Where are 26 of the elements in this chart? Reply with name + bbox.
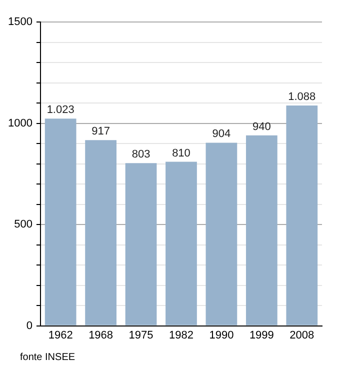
x-tick-label: 1982 xyxy=(168,329,194,342)
data-label: 917 xyxy=(92,126,110,138)
data-label: 1.023 xyxy=(46,104,74,116)
bar xyxy=(286,105,318,326)
y-tick-label: 1500 xyxy=(8,16,32,28)
y-tick-label: 0 xyxy=(26,320,32,332)
x-tick-label: 1999 xyxy=(249,329,274,342)
source-note: fonte INSEE xyxy=(20,352,76,363)
data-label: 1.088 xyxy=(288,90,316,103)
y-tick-label: 500 xyxy=(14,218,32,231)
x-tick-label: 1962 xyxy=(48,329,73,342)
data-label: 940 xyxy=(252,120,271,133)
data-label: 810 xyxy=(172,147,190,160)
bar xyxy=(246,135,278,326)
bar xyxy=(125,163,157,326)
bar xyxy=(85,140,116,326)
x-tick-label: 1968 xyxy=(88,329,114,342)
y-tick-label: 1000 xyxy=(8,117,32,130)
bar xyxy=(44,118,76,326)
data-label: 803 xyxy=(132,148,150,161)
x-tick-label: 1975 xyxy=(128,329,154,342)
bar xyxy=(206,142,238,326)
bar xyxy=(166,162,197,326)
x-tick-label: 2008 xyxy=(290,329,314,342)
data-label: 904 xyxy=(212,128,231,140)
x-tick-label: 1990 xyxy=(209,329,234,342)
